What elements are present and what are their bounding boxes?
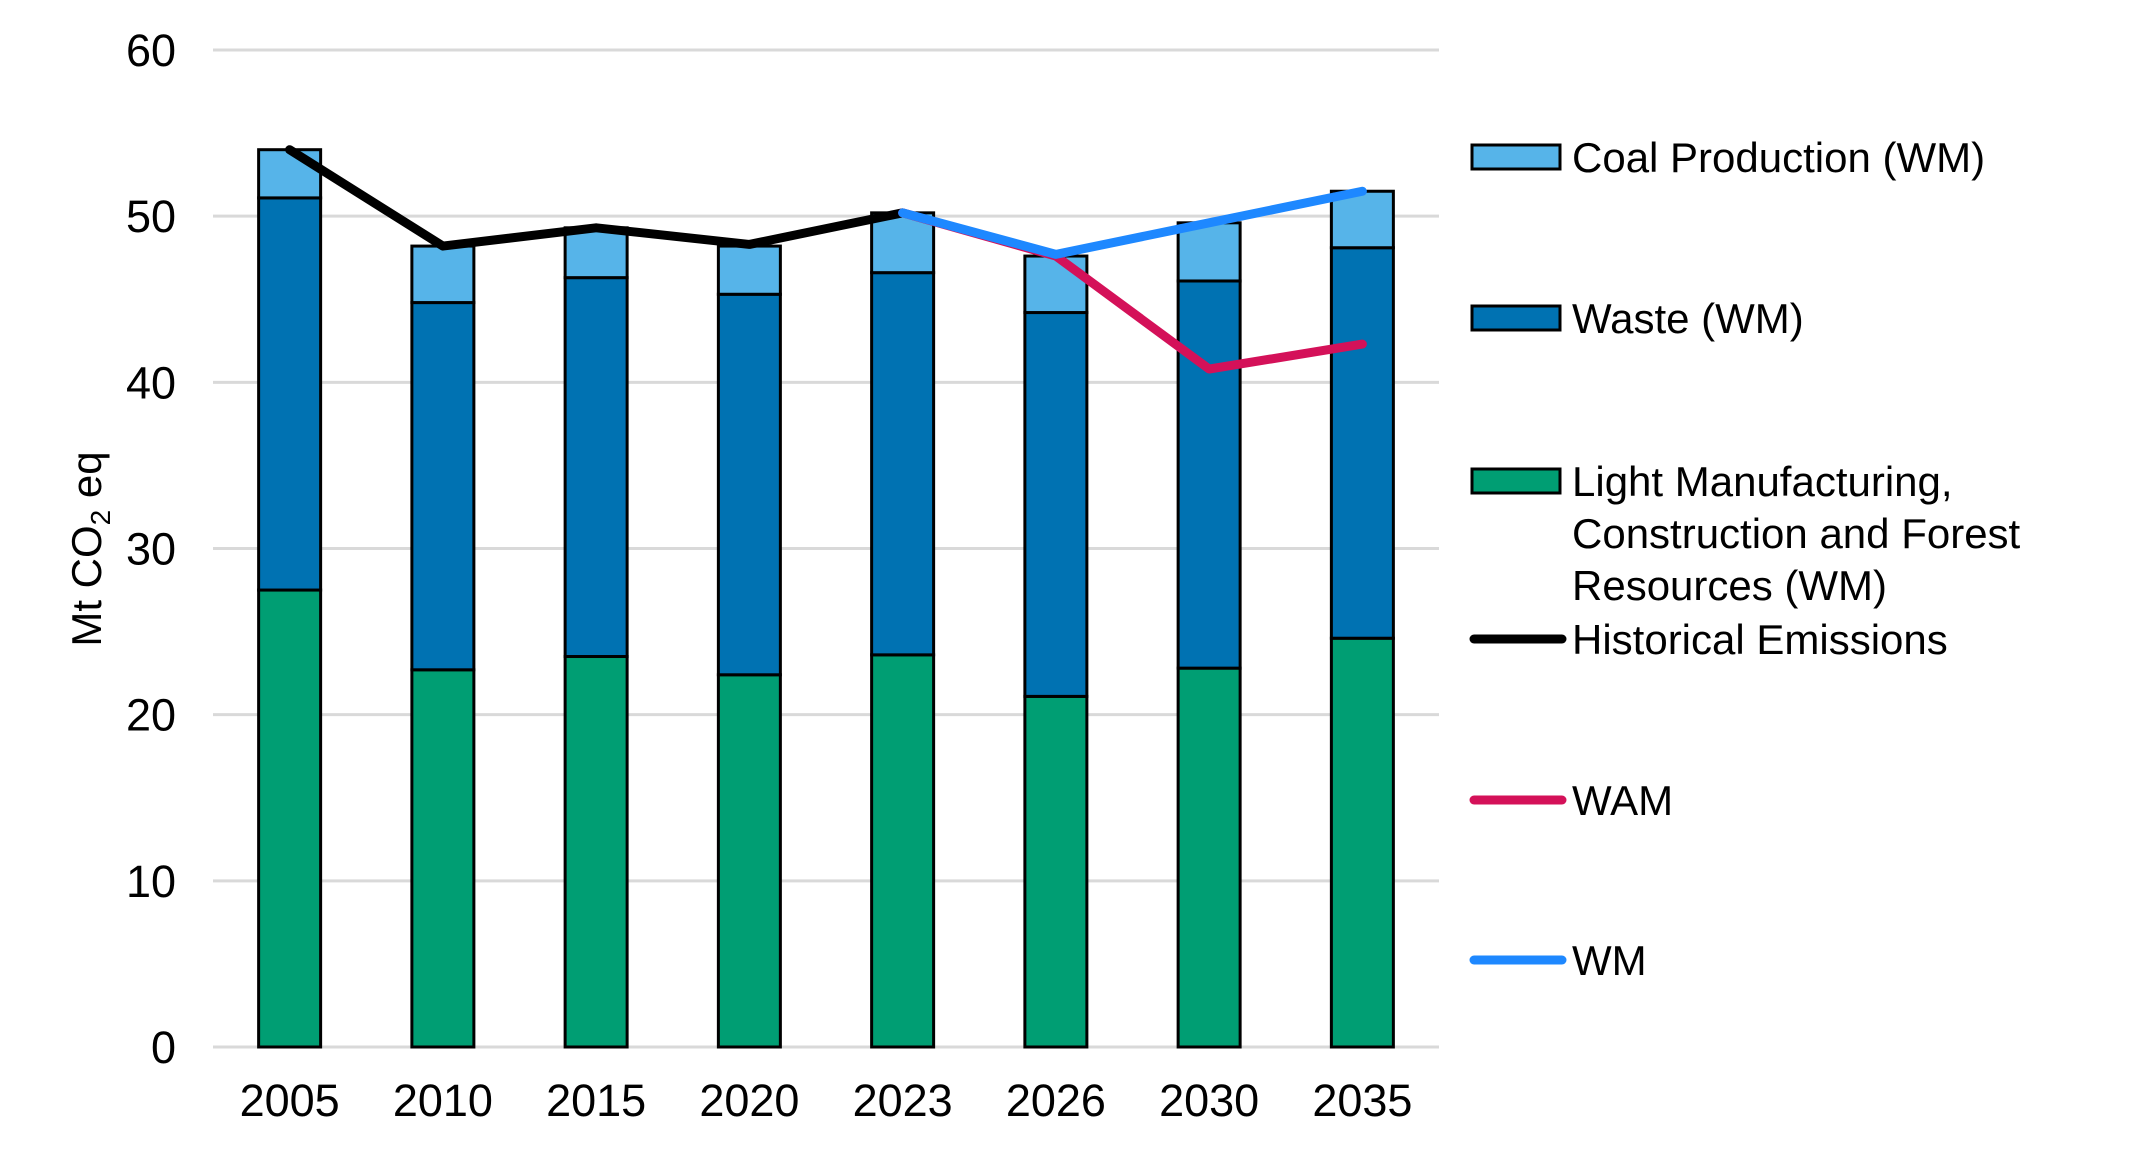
- bar-segment: [1176, 221, 1242, 283]
- bar-segment: [870, 653, 936, 1049]
- bar-segment: [1329, 636, 1395, 1049]
- x-tick-label: 2010: [393, 1075, 493, 1126]
- legend-item: Light Manufacturing, Construction and For…: [1470, 458, 2021, 609]
- x-tick-label: 2030: [1159, 1075, 1259, 1126]
- line-historical-emissions: [285, 145, 908, 251]
- y-tick-label: 40: [126, 357, 176, 408]
- bars: [257, 148, 1395, 1049]
- bar-segment: [1176, 279, 1242, 670]
- bar-segment: [410, 668, 476, 1049]
- y-tick-label: 50: [126, 191, 176, 242]
- bar-segment: [1023, 694, 1089, 1049]
- y-axis-title-subscript: 2: [85, 510, 116, 526]
- bar-segment: [257, 588, 323, 1049]
- legend-label: WAM: [1572, 777, 1673, 824]
- y-axis-title-suffix: eq: [63, 451, 110, 509]
- x-tick-label: 2035: [1312, 1075, 1412, 1126]
- bar-segment: [1329, 246, 1395, 640]
- x-tick-label: 2015: [546, 1075, 646, 1126]
- bar-segment: [716, 244, 782, 296]
- x-tick-label: 2005: [240, 1075, 340, 1126]
- y-tick-label: 30: [126, 524, 176, 575]
- bar-segment: [410, 301, 476, 672]
- legend-item: Waste (WM): [1470, 295, 1804, 342]
- gridlines: [213, 48, 1439, 1049]
- legend-label: Light Manufacturing,: [1572, 458, 1953, 505]
- legend-item: Coal Production (WM): [1470, 134, 1985, 181]
- y-tick-label: 60: [126, 25, 176, 76]
- legend-label: Historical Emissions: [1572, 616, 1948, 663]
- x-axis-ticks: 2005 2010 2015 2020 2023 2026 2030 2035: [240, 1075, 1413, 1126]
- legend-label: Construction and Forest: [1572, 510, 2021, 557]
- legend-label: WM: [1572, 937, 1647, 984]
- bar-segment: [563, 226, 629, 280]
- legend-swatch: [1470, 467, 1562, 495]
- legend: Coal Production (WM) Waste (WM) Light Manu…: [1469, 134, 2021, 984]
- legend-item: Historical Emissions: [1469, 616, 1948, 663]
- y-axis-title: Mt CO2 eq: [63, 451, 116, 646]
- lines: [285, 145, 1367, 374]
- legend-item: WM: [1469, 937, 1647, 984]
- bar-segment: [716, 673, 782, 1049]
- legend-label: Waste (WM): [1572, 295, 1804, 342]
- bar-segment: [563, 276, 629, 659]
- x-tick-label: 2020: [699, 1075, 799, 1126]
- x-tick-label: 2026: [1006, 1075, 1106, 1126]
- bar-segment: [410, 244, 476, 305]
- legend-swatch: [1470, 304, 1562, 332]
- x-tick-label: 2023: [853, 1075, 953, 1126]
- y-tick-label: 20: [126, 690, 176, 741]
- line-wm: [898, 186, 1367, 259]
- bar-segment: [1023, 254, 1089, 315]
- bar-segment: [716, 292, 782, 677]
- y-axis-title-prefix: Mt CO: [63, 525, 110, 646]
- bar-segment: [870, 271, 936, 657]
- legend-label: Resources (WM): [1572, 562, 1887, 609]
- bar-segment: [1023, 311, 1089, 698]
- legend-swatch: [1470, 143, 1562, 171]
- bar-segment: [563, 655, 629, 1049]
- y-tick-label: 0: [151, 1022, 176, 1073]
- bar-segment: [257, 148, 323, 200]
- legend-label: Coal Production (WM): [1572, 134, 1985, 181]
- bar-segment: [1176, 666, 1242, 1049]
- legend-item: WAM: [1469, 777, 1673, 824]
- y-tick-label: 10: [126, 856, 176, 907]
- y-axis-ticks: 0 10 20 30 40 50 60: [126, 25, 176, 1073]
- bar-segment: [257, 196, 323, 592]
- bar-segment: [1329, 189, 1395, 250]
